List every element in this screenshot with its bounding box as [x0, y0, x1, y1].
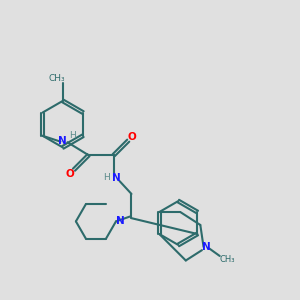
Text: CH₃: CH₃	[49, 74, 65, 83]
Text: H: H	[69, 131, 76, 140]
Text: N: N	[58, 136, 67, 146]
Text: N: N	[112, 173, 121, 183]
Text: H: H	[103, 173, 110, 182]
Text: O: O	[66, 169, 74, 178]
Text: N: N	[116, 216, 124, 226]
Text: CH₃: CH₃	[219, 255, 235, 264]
Text: N: N	[202, 242, 211, 252]
Text: O: O	[128, 132, 136, 142]
